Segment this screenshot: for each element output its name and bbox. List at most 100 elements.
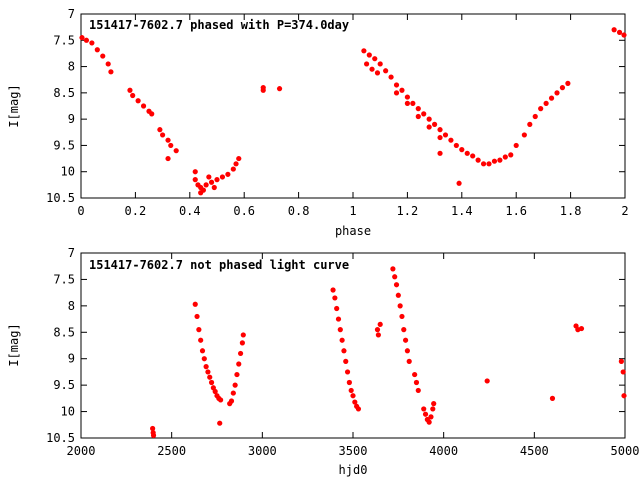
bottom-plot-xlabel: hjd0 (339, 463, 368, 477)
data-point (334, 305, 340, 312)
data-point (374, 70, 381, 76)
data-point (497, 157, 503, 163)
x-tick-label: 2500 (157, 444, 186, 458)
y-tick-label: 7.5 (53, 33, 75, 47)
y-tick-label: 9 (68, 112, 75, 126)
x-tick-label: 2 (621, 204, 628, 218)
data-point (484, 378, 490, 384)
data-point (355, 406, 362, 412)
x-tick-label: 1.4 (451, 204, 473, 218)
data-point (343, 358, 349, 364)
data-point (203, 364, 209, 370)
data-point (337, 327, 343, 333)
data-point (486, 161, 492, 167)
data-point (404, 94, 410, 100)
x-tick-label: 1.6 (505, 204, 527, 218)
x-tick-label: 1.8 (560, 204, 582, 218)
top-plot-ticks: 0 0.2 0.4 0.6 0.8 1 1.2 1.4 1.6 1.8 2 7 7.5 8 8.5 9 9.5 1… (46, 7, 629, 218)
data-point (548, 95, 555, 101)
data-point (276, 86, 283, 92)
data-point (330, 287, 336, 293)
data-point (230, 390, 236, 396)
data-point (350, 393, 356, 399)
data-point (618, 358, 624, 364)
data-point (225, 171, 231, 177)
data-point (344, 369, 351, 375)
data-point (502, 154, 508, 160)
data-point (240, 332, 246, 338)
data-point (456, 180, 462, 186)
data-point (364, 61, 370, 67)
x-tick-label: 0.8 (288, 204, 310, 218)
data-point (211, 184, 217, 191)
data-point (412, 371, 418, 378)
data-point (173, 148, 179, 154)
data-point (79, 35, 85, 41)
data-point (194, 313, 200, 320)
data-point (192, 301, 198, 307)
data-point (421, 406, 427, 412)
data-point (196, 327, 202, 333)
data-point (404, 100, 410, 106)
y-tick-label: 10.5 (46, 191, 75, 205)
data-point (366, 52, 372, 58)
data-point (218, 397, 224, 403)
data-point (616, 29, 623, 35)
data-point (335, 316, 342, 322)
data-point (199, 348, 206, 354)
data-point (192, 177, 198, 183)
data-point (464, 150, 470, 156)
data-point (198, 337, 204, 343)
data-point (206, 174, 212, 180)
data-point (415, 387, 421, 394)
data-point (422, 411, 429, 417)
data-point (346, 379, 352, 386)
data-point (236, 155, 242, 162)
data-point (402, 337, 409, 343)
top-plot-xlabel: phase (335, 224, 371, 238)
data-point (377, 321, 383, 327)
data-point (559, 85, 566, 91)
data-point (442, 132, 449, 138)
data-point (150, 432, 157, 438)
data-point (621, 32, 627, 38)
data-point (621, 393, 627, 399)
data-point (234, 371, 240, 378)
y-tick-label: 8.5 (53, 86, 75, 100)
data-point (430, 406, 436, 412)
data-point (228, 398, 235, 404)
data-point (372, 56, 378, 62)
data-point (399, 87, 405, 93)
x-tick-label: 3500 (339, 444, 368, 458)
data-point (415, 113, 421, 120)
data-point (399, 313, 405, 320)
data-point (393, 282, 400, 288)
data-point (431, 401, 437, 407)
y-tick-label: 7 (68, 246, 75, 260)
data-point (239, 340, 245, 346)
data-point (140, 103, 147, 109)
x-tick-label: 0.6 (233, 204, 255, 218)
bottom-plot-ticks: 2000 2500 3000 3500 4000 4500 5000 7 7.5 8 8.5 9 9.5… (46, 246, 639, 458)
data-point (165, 155, 171, 162)
x-tick-label: 5000 (611, 444, 640, 458)
data-point (410, 100, 416, 106)
data-point (426, 116, 432, 122)
data-point (149, 111, 155, 117)
bottom-plot-title: 151417-7602.7 not phased light curve (89, 258, 349, 272)
bottom-plot-frame (80, 252, 626, 439)
data-point (437, 150, 443, 156)
data-point (393, 82, 400, 88)
data-point (341, 348, 347, 354)
data-point (527, 121, 533, 127)
data-point (480, 161, 487, 167)
data-point (375, 332, 381, 338)
y-tick-label: 8 (68, 60, 75, 74)
data-point (404, 348, 410, 354)
data-point (160, 132, 166, 138)
data-point (201, 356, 207, 362)
data-point (508, 152, 514, 158)
data-point (513, 142, 519, 149)
y-tick-label: 9.5 (53, 378, 75, 392)
